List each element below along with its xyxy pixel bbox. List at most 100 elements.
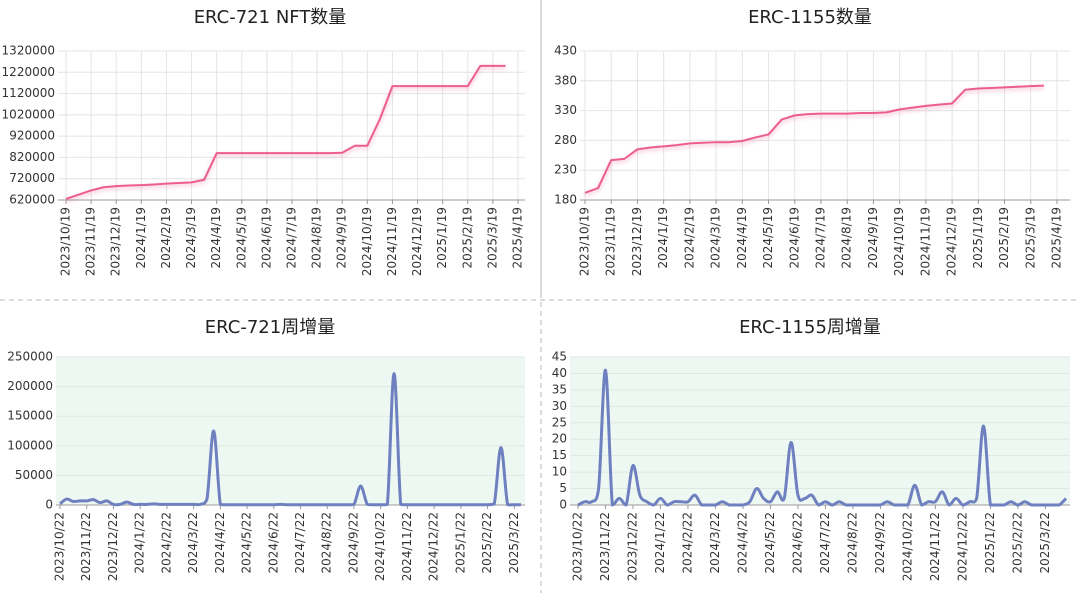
x-tick-label: 2024/10/19 bbox=[892, 207, 906, 276]
y-tick-label: 5 bbox=[559, 481, 567, 495]
y-tick-label: 250000 bbox=[7, 350, 53, 364]
x-tick-label: 2024/5/19 bbox=[761, 207, 775, 269]
x-tick-label: 2025/3/19 bbox=[1023, 207, 1037, 269]
y-tick-label: 1220000 bbox=[2, 65, 55, 79]
y-tick-label: 230 bbox=[554, 163, 577, 177]
y-tick-label: 380 bbox=[554, 73, 577, 87]
y-tick-label: 100000 bbox=[7, 438, 53, 452]
x-tick-label: 2023/10/19 bbox=[578, 207, 592, 276]
x-tick-label: 2025/1/22 bbox=[983, 512, 997, 574]
data-line bbox=[65, 64, 506, 200]
x-tick-label: 2024/10/19 bbox=[360, 207, 374, 276]
x-tick-label: 2024/6/19 bbox=[787, 207, 801, 269]
x-tick-label: 2024/7/19 bbox=[285, 207, 299, 269]
y-tick-label: 40 bbox=[552, 366, 567, 380]
x-tick-label: 2024/8/22 bbox=[845, 512, 859, 574]
x-tick-label: 2023/12/19 bbox=[109, 207, 123, 276]
y-tick-label: 30 bbox=[552, 399, 567, 413]
x-tick-label: 2024/11/19 bbox=[385, 207, 399, 276]
x-tick-label: 2025/2/19 bbox=[997, 207, 1011, 269]
x-tick-label: 2024/11/19 bbox=[918, 207, 932, 276]
x-tick-label: 2025/3/19 bbox=[485, 207, 499, 269]
x-tick-label: 2024/9/22 bbox=[873, 512, 887, 574]
x-tick-label: 2023/11/19 bbox=[604, 207, 618, 276]
y-tick-label: 25 bbox=[552, 415, 567, 429]
y-tick-label: 20 bbox=[552, 432, 567, 446]
y-tick-label: 280 bbox=[554, 133, 577, 147]
x-tick-label: 2023/12/22 bbox=[625, 512, 639, 581]
x-tick-label: 2024/12/19 bbox=[410, 207, 424, 276]
x-tick-label: 2025/1/22 bbox=[453, 512, 467, 574]
y-tick-label: 1120000 bbox=[2, 86, 55, 100]
x-tick-label: 2024/8/22 bbox=[320, 512, 334, 574]
x-tick-label: 2024/11/22 bbox=[928, 512, 942, 581]
plot-background bbox=[56, 357, 525, 505]
y-tick-label: 35 bbox=[552, 382, 567, 396]
y-tick-label: 0 bbox=[45, 498, 53, 512]
x-tick-label: 2024/11/22 bbox=[400, 512, 414, 581]
x-tick-label: 2024/9/19 bbox=[335, 207, 349, 269]
y-tick-label: 430 bbox=[554, 44, 577, 58]
x-tick-label: 2024/3/19 bbox=[184, 207, 198, 269]
x-tick-label: 2024/5/19 bbox=[234, 207, 248, 269]
x-tick-label: 2025/4/19 bbox=[1050, 207, 1064, 269]
x-tick-label: 2023/10/22 bbox=[571, 512, 585, 581]
x-tick-label: 2023/10/19 bbox=[59, 207, 73, 276]
y-tick-label: 620000 bbox=[9, 193, 55, 207]
x-tick-label: 2025/1/19 bbox=[435, 207, 449, 269]
x-tick-label: 2024/10/22 bbox=[900, 512, 914, 581]
x-tick-label: 2024/2/22 bbox=[159, 512, 173, 574]
data-line bbox=[584, 84, 1044, 194]
x-tick-label: 2023/11/22 bbox=[598, 512, 612, 581]
x-tick-label: 2024/9/22 bbox=[346, 512, 360, 574]
x-tick-label: 2024/5/22 bbox=[240, 512, 254, 574]
x-tick-label: 2024/2/22 bbox=[680, 512, 694, 574]
x-tick-label: 2024/4/22 bbox=[735, 512, 749, 574]
y-tick-label: 15 bbox=[552, 448, 567, 462]
y-tick-label: 50000 bbox=[15, 468, 53, 482]
x-tick-label: 2024/8/19 bbox=[840, 207, 854, 269]
y-tick-label: 720000 bbox=[9, 171, 55, 185]
x-tick-label: 2025/2/22 bbox=[1010, 512, 1024, 574]
plot-background bbox=[570, 357, 1070, 505]
y-tick-label: 820000 bbox=[9, 150, 55, 164]
x-tick-label: 2025/3/22 bbox=[1038, 512, 1052, 574]
y-tick-label: 10 bbox=[552, 465, 567, 479]
x-tick-label: 2024/3/19 bbox=[709, 207, 723, 269]
x-tick-label: 2024/9/19 bbox=[866, 207, 880, 269]
x-tick-label: 2025/2/19 bbox=[460, 207, 474, 269]
x-tick-label: 2024/3/22 bbox=[186, 512, 200, 574]
x-tick-label: 2024/4/19 bbox=[209, 207, 223, 269]
x-tick-label: 2024/3/22 bbox=[708, 512, 722, 574]
x-tick-label: 2024/6/19 bbox=[259, 207, 273, 269]
x-tick-label: 2024/1/19 bbox=[134, 207, 148, 269]
x-tick-label: 2023/12/19 bbox=[630, 207, 644, 276]
x-tick-label: 2024/4/19 bbox=[735, 207, 749, 269]
x-tick-label: 2024/4/22 bbox=[213, 512, 227, 574]
x-tick-label: 2023/11/19 bbox=[84, 207, 98, 276]
y-tick-label: 0 bbox=[559, 498, 567, 512]
x-tick-label: 2024/1/19 bbox=[656, 207, 670, 269]
x-tick-label: 2024/5/22 bbox=[763, 512, 777, 574]
chart-title: ERC-721周增量 bbox=[205, 317, 335, 338]
y-tick-label: 920000 bbox=[9, 129, 55, 143]
x-tick-label: 2024/12/19 bbox=[945, 207, 959, 276]
y-tick-label: 330 bbox=[554, 103, 577, 117]
x-tick-label: 2023/12/22 bbox=[106, 512, 120, 581]
x-tick-label: 2024/6/22 bbox=[790, 512, 804, 574]
y-tick-label: 45 bbox=[552, 350, 567, 364]
x-tick-label: 2025/3/22 bbox=[507, 512, 521, 574]
x-tick-label: 2024/7/22 bbox=[818, 512, 832, 574]
y-tick-label: 180 bbox=[554, 193, 577, 207]
data-line bbox=[59, 372, 521, 507]
x-tick-label: 2023/11/22 bbox=[79, 512, 93, 581]
x-tick-label: 2023/10/22 bbox=[53, 512, 67, 581]
x-tick-label: 2024/7/19 bbox=[814, 207, 828, 269]
y-tick-label: 200000 bbox=[7, 379, 53, 393]
y-tick-label: 1320000 bbox=[2, 44, 55, 58]
x-tick-label: 2024/10/22 bbox=[373, 512, 387, 581]
x-tick-label: 2024/12/22 bbox=[427, 512, 441, 581]
x-tick-label: 2024/8/19 bbox=[310, 207, 324, 269]
